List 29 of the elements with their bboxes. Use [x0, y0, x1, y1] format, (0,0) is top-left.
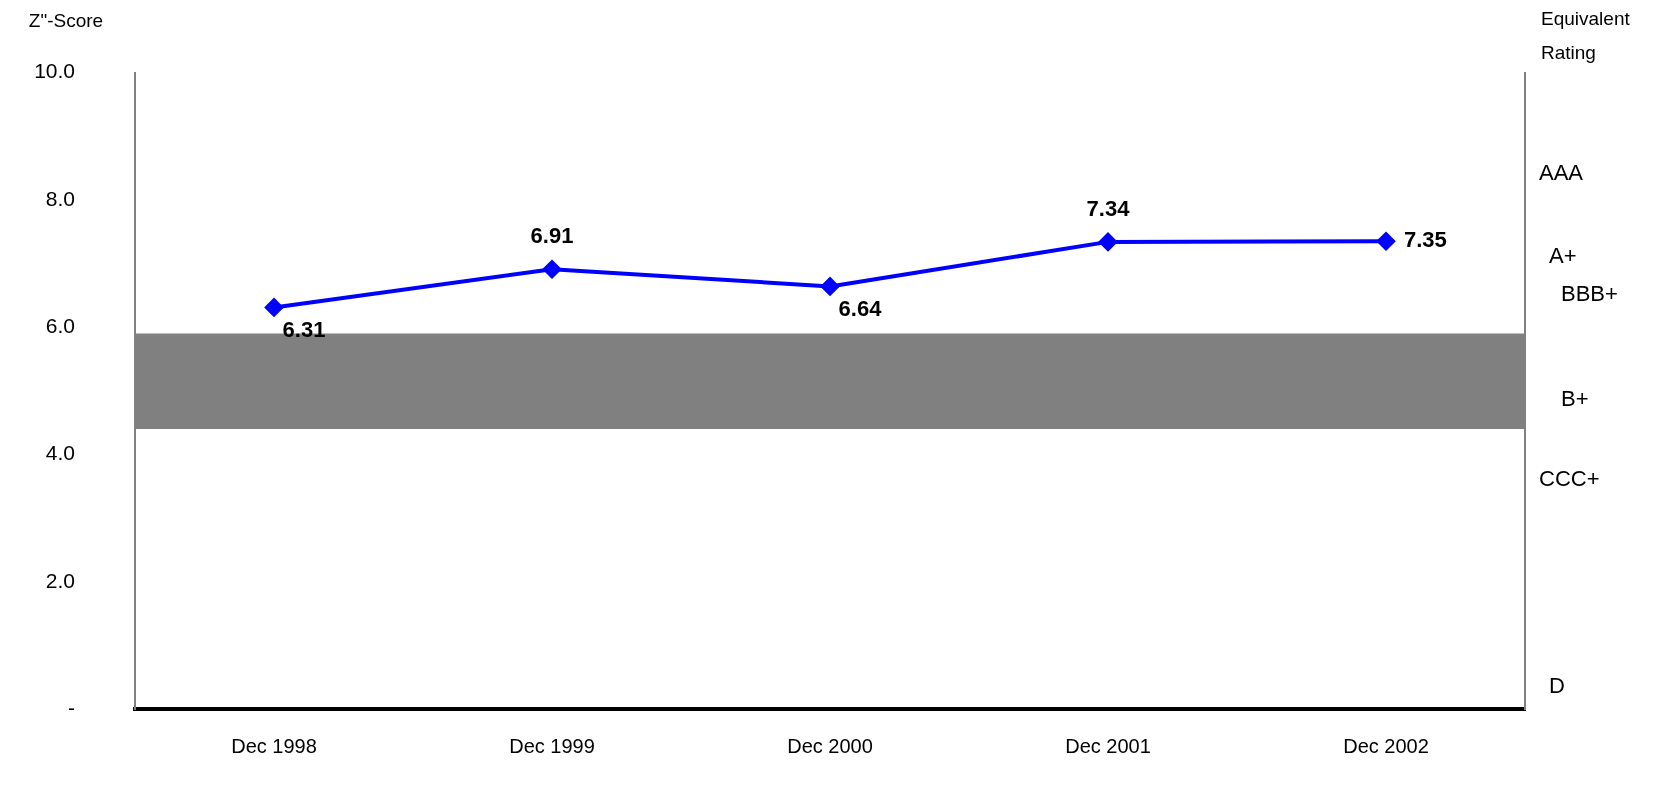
x-tick-label: Dec 2000: [787, 734, 873, 757]
point: [1099, 232, 1117, 251]
y-tick-label: 6.0: [45, 313, 75, 337]
x-tick-label: Dec 1999: [509, 734, 595, 757]
text: A+: [1549, 243, 1577, 269]
y-tick-label: 2.0: [45, 568, 75, 592]
y-tick-label: 10.0: [34, 59, 75, 83]
y-axis-title: Z"-Score: [28, 10, 104, 32]
x-tick-label: Dec 2001: [1065, 734, 1151, 757]
text: B+: [1561, 386, 1589, 412]
y-tick-label: -: [68, 695, 75, 719]
text: D: [1549, 672, 1565, 698]
text: CCC+: [1539, 465, 1600, 491]
data-label: 6.91: [530, 223, 574, 249]
y-tick-label: 4.0: [45, 441, 75, 465]
point: [265, 298, 283, 317]
y-tick-label: 8.0: [45, 186, 75, 210]
data-label: 6.31: [282, 317, 326, 343]
data-label: 7.35: [1404, 227, 1447, 253]
y2-axis-title: Equivalent Rating: [1541, 8, 1631, 64]
point: [543, 260, 561, 279]
text: AAA: [1539, 160, 1584, 186]
data-label: 7.34: [1086, 195, 1131, 221]
x-tick-label: Dec 2002: [1343, 734, 1429, 757]
text: BBB+: [1561, 281, 1618, 307]
point: [821, 277, 839, 296]
x-tick-label: Dec 1998: [231, 734, 317, 757]
data-label: 6.64: [838, 296, 883, 322]
point: [1377, 232, 1395, 251]
